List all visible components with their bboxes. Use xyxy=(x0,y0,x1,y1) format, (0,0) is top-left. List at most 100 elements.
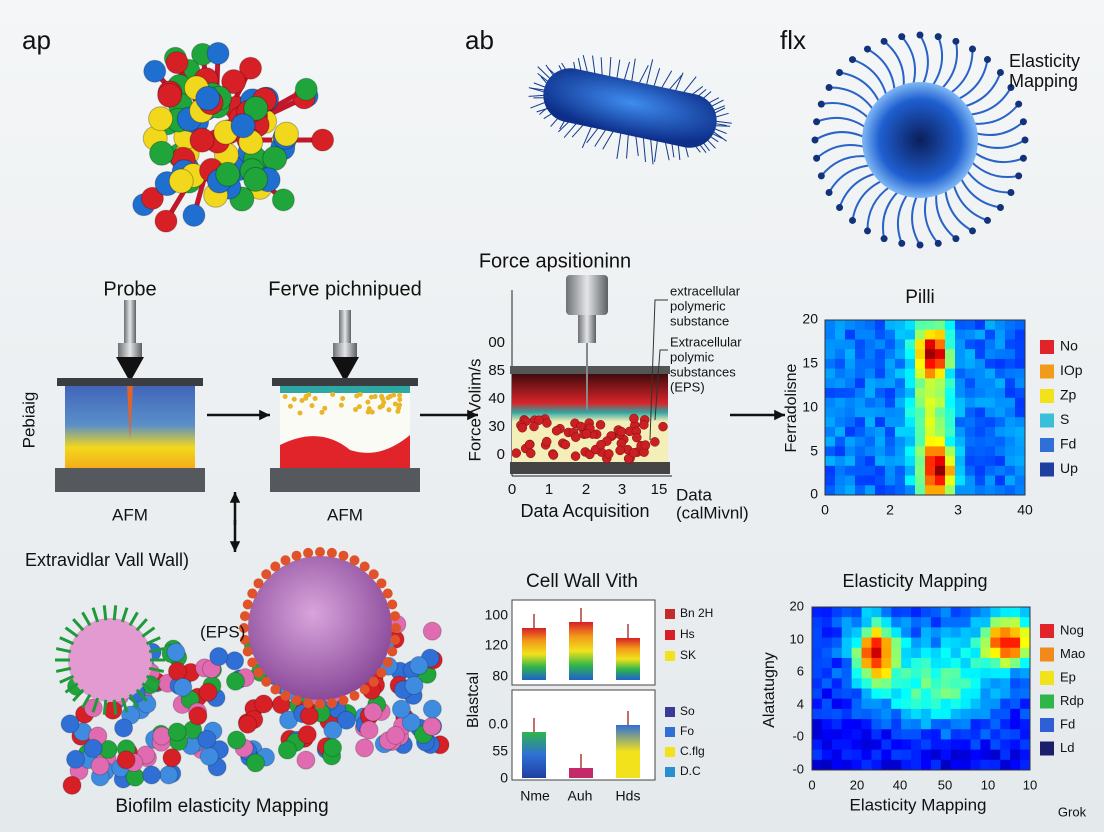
pilus-tip xyxy=(849,216,857,224)
heat-cell xyxy=(970,627,981,639)
heat-cell xyxy=(945,465,956,477)
axis-label: Blastcal xyxy=(465,672,482,728)
heat-cell xyxy=(885,339,896,350)
annotation: substances xyxy=(670,364,736,379)
heat-cell xyxy=(960,749,972,761)
heat-cell xyxy=(965,446,976,457)
heat-cell xyxy=(841,637,853,649)
heat-cell xyxy=(955,426,966,438)
eps-strand xyxy=(141,682,156,694)
heat-cell xyxy=(980,729,991,740)
heat-cell xyxy=(905,368,916,379)
spike xyxy=(390,611,401,622)
heat-cell xyxy=(915,397,926,408)
heat-cell xyxy=(935,349,946,360)
heat-cell xyxy=(885,465,896,477)
heat-cell xyxy=(985,339,996,350)
biofilm-bead xyxy=(114,718,134,738)
heat-cell xyxy=(1005,456,1016,467)
heat-cell xyxy=(995,368,1006,379)
cell xyxy=(517,422,528,433)
category-label: Auh xyxy=(568,788,593,804)
heat-cell xyxy=(950,688,962,700)
heat-cell xyxy=(1005,417,1016,428)
heat-cell xyxy=(940,668,952,679)
tick-label: 85 xyxy=(488,362,505,379)
heat-cell xyxy=(940,607,952,618)
heat-cell xyxy=(821,617,833,628)
heat-cell xyxy=(865,320,876,331)
heading: Extravidlar Vall Wall) xyxy=(25,550,189,570)
flagellum xyxy=(631,58,636,82)
heat-cell xyxy=(955,475,966,486)
heat-cell xyxy=(881,739,892,751)
heat-cell xyxy=(895,397,906,408)
spike xyxy=(270,561,281,572)
probe-holder xyxy=(333,343,357,357)
heat-cell xyxy=(935,456,946,467)
heat-cell xyxy=(1020,617,1031,628)
tick-label: 2 xyxy=(582,481,590,498)
heat-cell xyxy=(812,729,823,740)
legend-swatch xyxy=(1040,438,1054,452)
heat-cell xyxy=(821,637,833,649)
heat-cell xyxy=(812,698,823,710)
cell xyxy=(570,432,581,442)
pilus-tip xyxy=(864,227,872,235)
heat-cell xyxy=(970,698,981,710)
heat-cell xyxy=(845,475,856,486)
heat-cell xyxy=(990,678,1001,689)
heat-cell xyxy=(885,417,896,428)
heat-cell xyxy=(935,378,946,389)
heat-cell xyxy=(881,719,892,730)
heat-cell xyxy=(865,426,876,438)
heat-cell xyxy=(865,485,876,496)
legend-swatch xyxy=(665,707,675,717)
heat-cell xyxy=(1015,388,1026,399)
title: Pilli xyxy=(905,287,935,308)
panel-letter: ap xyxy=(22,25,51,55)
spike xyxy=(242,646,253,657)
heat-cell xyxy=(825,339,836,350)
heat-cell xyxy=(980,759,991,771)
heat-cell xyxy=(980,668,991,679)
heat-cell xyxy=(921,627,932,639)
particle xyxy=(309,403,315,409)
heat-cell xyxy=(865,388,876,399)
heat-cell xyxy=(821,647,833,659)
heat-cell xyxy=(885,320,896,331)
heat-cell xyxy=(980,749,991,761)
heat-cell xyxy=(960,637,972,649)
heat-cell xyxy=(1020,607,1031,618)
heat-cell xyxy=(855,339,866,350)
spike xyxy=(247,657,258,668)
eps-strand xyxy=(135,688,148,702)
heat-cell xyxy=(950,719,962,730)
heat-cell xyxy=(835,446,846,457)
flagellum xyxy=(650,137,654,165)
chamber-top xyxy=(510,366,670,374)
eps-strand xyxy=(120,697,129,713)
heat-cell xyxy=(1000,678,1011,689)
spike xyxy=(239,611,250,622)
heat-cell xyxy=(921,749,932,761)
label: Data xyxy=(676,485,712,504)
eps-strand xyxy=(145,636,161,646)
heat-cell xyxy=(875,456,886,467)
flagellum xyxy=(653,68,661,88)
flagellum xyxy=(602,130,614,150)
heat-cell xyxy=(940,637,952,649)
heat-cell xyxy=(885,456,896,467)
biofilm-bead xyxy=(323,738,343,758)
biofilm-bead xyxy=(323,720,343,740)
particle xyxy=(392,401,398,407)
heat-cell xyxy=(930,607,942,618)
legend-label: Fd xyxy=(1060,716,1075,731)
heat-cell xyxy=(841,729,853,740)
heat-cell xyxy=(965,329,976,340)
legend-label: Ep xyxy=(1060,669,1076,684)
heat-cell xyxy=(875,485,886,496)
legend-swatch xyxy=(1040,413,1054,428)
eps-strand xyxy=(72,618,85,632)
heat-cell xyxy=(925,358,936,370)
